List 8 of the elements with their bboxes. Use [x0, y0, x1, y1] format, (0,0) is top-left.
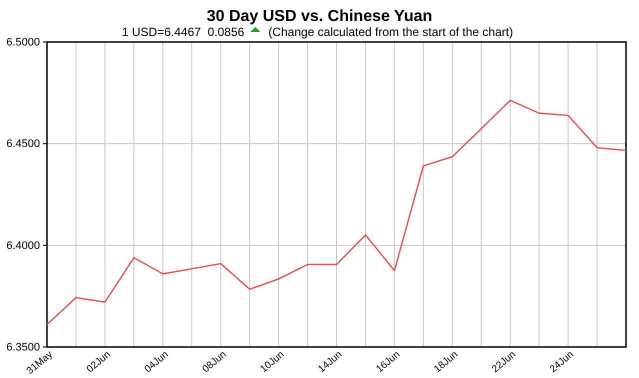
text: (Change calculated from the start of the chart) [268, 25, 514, 39]
y-tick-label: 6.4500 [6, 138, 40, 150]
y-tick-label: 6.4000 [6, 240, 40, 252]
chart-subtitle: 1 USD=6.4467 0.0856 [122, 25, 245, 39]
line-series [46, 100, 627, 326]
y-tick-label: 6.3500 [6, 342, 40, 354]
y-tick-label: 6.5000 [6, 36, 40, 49]
chart-title: 30 Day USD vs. Chinese Yuan [206, 8, 432, 25]
